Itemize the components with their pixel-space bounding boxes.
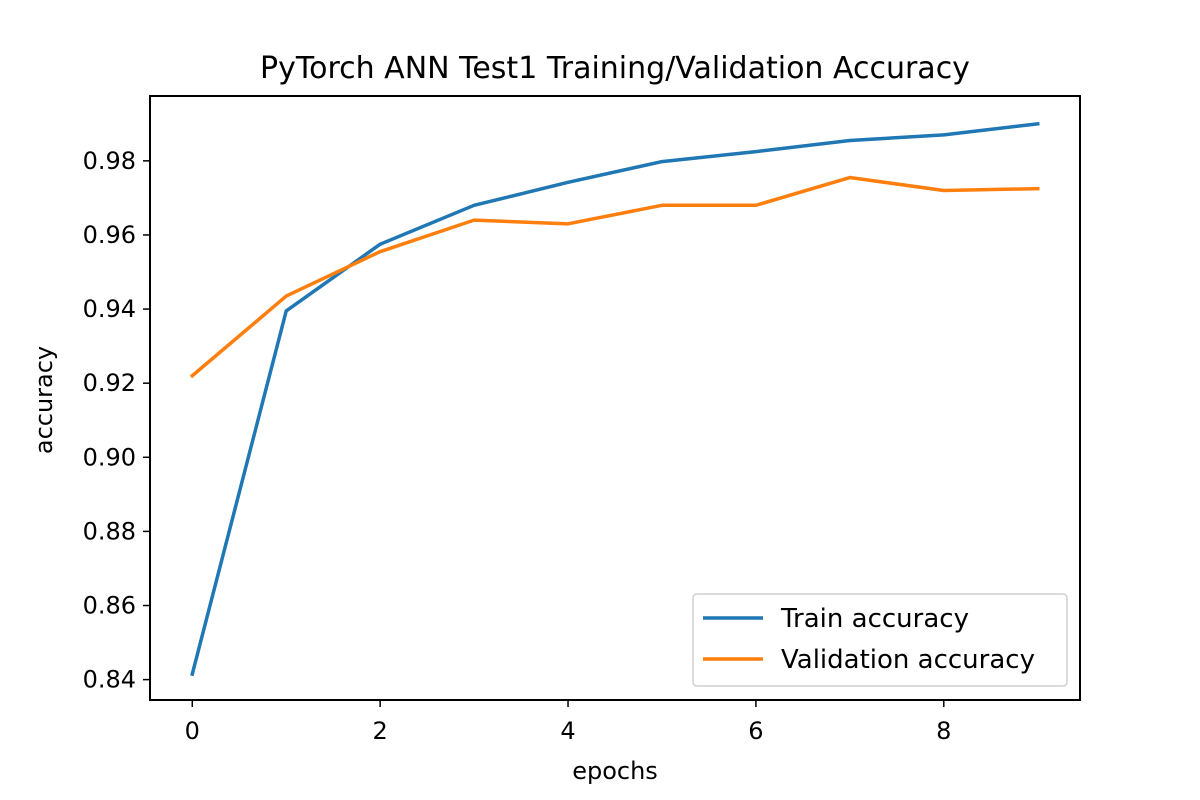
x-axis-tick-label: 0 [185, 717, 200, 745]
data-point [942, 133, 945, 137]
data-point [1036, 187, 1039, 190]
y-axis-label: accuracy [30, 346, 58, 454]
chart-title: PyTorch ANN Test1 Training/Validation Ac… [260, 51, 970, 86]
data-point [660, 160, 664, 163]
y-axis-tick-label: 0.88 [83, 517, 136, 545]
data-point [378, 250, 382, 253]
data-point [285, 309, 288, 313]
x-axis-tick-label: 4 [560, 717, 575, 745]
chart-legend: Train accuracy Validation accuracy [692, 593, 1068, 687]
x-axis-tick-label: 6 [748, 717, 763, 745]
data-point [754, 204, 758, 207]
data-point [660, 204, 664, 207]
data-point [378, 243, 382, 246]
y-axis-tick-label: 0.86 [83, 592, 136, 620]
legend-label-train-accuracy: Train accuracy [780, 604, 969, 634]
data-point [566, 222, 570, 226]
y-axis-tick-label: 0.96 [83, 221, 136, 249]
legend-box [692, 593, 1068, 687]
series-line-train-accuracy [190, 121, 1040, 677]
y-axis-tick-label: 0.84 [83, 666, 136, 694]
data-point [472, 204, 476, 207]
x-axis-tick-label: 8 [936, 717, 951, 745]
x-axis-ticks: 0 2 4 6 8 [185, 700, 951, 745]
data-point [191, 672, 194, 676]
legend-label-validation-accuracy: Validation accuracy [781, 645, 1035, 675]
data-point [848, 176, 852, 179]
data-point [1036, 122, 1039, 125]
plot-area: 0 2 4 6 8 0.84 0.86 0.88 0.90 0.92 0.94 0.96 0.98 [83, 95, 1081, 745]
y-axis-ticks: 0.84 0.86 0.88 0.90 0.92 0.94 0.96 0.98 [83, 147, 150, 694]
series-lines [189, 121, 1040, 677]
data-point [472, 218, 476, 222]
x-axis-tick-label: 2 [373, 717, 388, 745]
data-point [942, 189, 945, 192]
plot-frame [149, 95, 1081, 701]
y-axis-tick-label: 0.90 [83, 443, 136, 471]
data-point [566, 181, 570, 184]
data-point [285, 294, 288, 298]
y-axis-tick-label: 0.94 [83, 295, 136, 323]
y-axis-tick-label: 0.98 [83, 147, 136, 175]
x-axis-label: epochs [572, 757, 658, 785]
data-point [848, 139, 852, 142]
data-point [191, 374, 194, 377]
y-axis-tick-label: 0.92 [83, 369, 136, 397]
series-line-validation-accuracy [189, 175, 1040, 379]
data-point [754, 150, 758, 153]
